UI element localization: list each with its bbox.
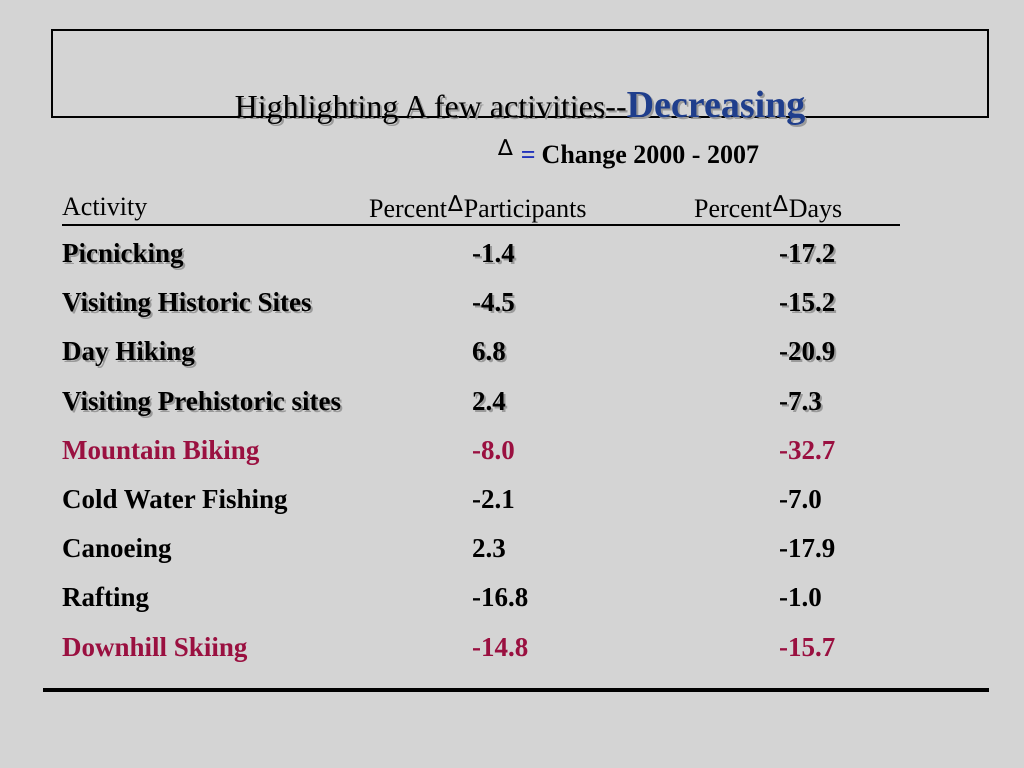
table-row: Canoeing 2.3 -17.9	[62, 533, 962, 569]
days-change-cell: -20.9	[779, 336, 836, 366]
days-change-cell: -17.9	[779, 533, 836, 563]
table-row: Downhill Skiing -14.8 -15.7	[62, 632, 962, 668]
page-title: Highlighting A few activities--Decreasin…	[53, 83, 987, 127]
table-header: Activity Percent∆Participants Percent∆Da…	[62, 192, 900, 226]
participants-change-cell: 2.3	[472, 533, 506, 563]
bottom-divider	[43, 688, 989, 692]
days-change-cell: -15.7	[779, 632, 836, 662]
activity-cell: Visiting Prehistoric sites	[62, 386, 341, 416]
activity-cell: Cold Water Fishing	[62, 484, 288, 514]
participants-change-cell: 6.8	[472, 336, 506, 366]
participants-change-cell: -2.1	[472, 484, 515, 514]
table-row: Day Hiking 6.8 -20.9	[62, 336, 962, 372]
activity-cell: Canoeing	[62, 533, 172, 563]
activity-cell: Visiting Historic Sites	[62, 287, 312, 317]
legend-equals: =	[520, 140, 536, 169]
activity-cell: Downhill Skiing	[62, 632, 248, 662]
days-change-cell: -32.7	[779, 435, 836, 465]
participants-change-cell: 2.4	[472, 386, 506, 416]
delta-icon: ∆	[772, 192, 788, 217]
days-change-cell: -7.0	[779, 484, 822, 514]
header-days: Days	[788, 194, 843, 223]
days-change-cell: -17.2	[779, 238, 836, 268]
activity-cell: Rafting	[62, 582, 149, 612]
table-row: Mountain Biking -8.0 -32.7	[62, 435, 962, 471]
header-percent-2: Percent	[694, 194, 772, 223]
table-row: Picnicking -1.4 -17.2	[62, 238, 962, 274]
participants-change-cell: -16.8	[472, 582, 529, 612]
days-change-cell: -15.2	[779, 287, 836, 317]
delta-legend: ∆ = Change 2000 - 2007	[498, 136, 759, 170]
participants-change-cell: -1.4	[472, 238, 515, 268]
legend-text: Change 2000 - 2007	[541, 140, 759, 169]
activity-cell: Mountain Biking	[62, 435, 260, 465]
table-row: Visiting Historic Sites -4.5 -15.2	[62, 287, 962, 323]
header-activity: Activity	[62, 192, 148, 221]
table-row: Rafting -16.8 -1.0	[62, 582, 962, 618]
activity-cell: Picnicking	[62, 238, 184, 268]
header-participants: Participants	[463, 194, 587, 223]
title-main: Highlighting A few activities--	[234, 88, 627, 124]
header-percent-participants: Percent∆Participants	[369, 192, 586, 224]
title-accent: Decreasing	[626, 84, 806, 126]
participants-change-cell: -4.5	[472, 287, 515, 317]
title-box: Highlighting A few activities--Decreasin…	[51, 29, 989, 126]
participants-change-cell: -14.8	[472, 632, 529, 662]
header-percent-1: Percent	[369, 194, 447, 223]
days-change-cell: -1.0	[779, 582, 822, 612]
activity-cell: Day Hiking	[62, 336, 195, 366]
table-row: Cold Water Fishing -2.1 -7.0	[62, 484, 962, 520]
delta-icon: ∆	[498, 136, 513, 161]
participants-change-cell: -8.0	[472, 435, 515, 465]
header-percent-days: Percent∆Days	[694, 192, 842, 224]
table-row: Visiting Prehistoric sites 2.4 -7.3	[62, 386, 962, 422]
delta-icon: ∆	[447, 192, 463, 217]
days-change-cell: -7.3	[779, 386, 822, 416]
